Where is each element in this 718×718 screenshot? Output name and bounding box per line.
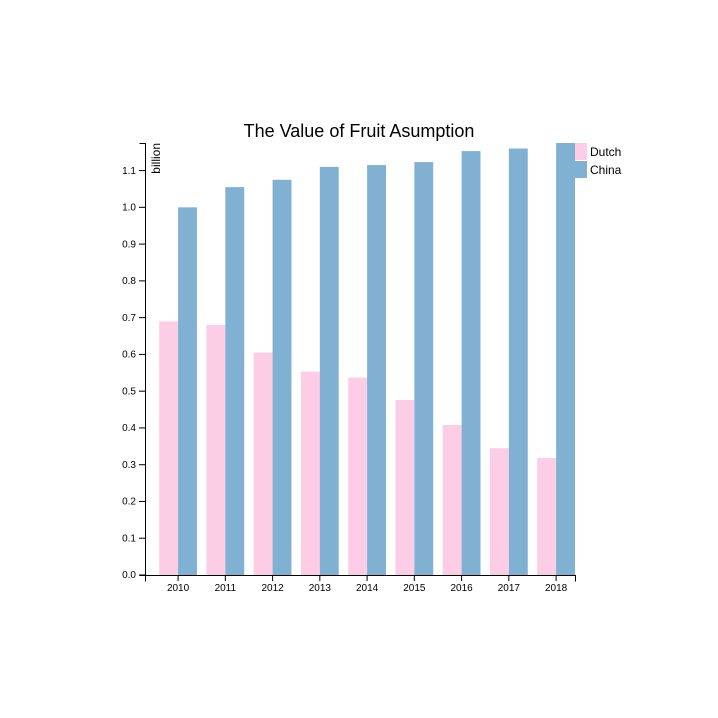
bar-dutch-2015 [395,399,415,575]
x-tick-label: 2017 [498,583,521,594]
y-axis-label: billion [149,143,163,174]
bar-china-2014 [367,165,386,575]
x-tick-label: 2016 [450,583,473,594]
y-tick-label: 0.9 [122,239,136,250]
chart-title: The Value of Fruit Asumption [244,121,475,141]
bar-china-2015 [414,162,434,575]
y-tick-label: 0.5 [122,386,136,397]
bar-dutch-2018 [537,458,557,575]
x-tick-label: 2010 [167,583,190,594]
bar-dutch-2011 [206,324,226,575]
bar-dutch-2010 [159,321,179,575]
bar-dutch-2014 [348,377,368,575]
y-tick-label: 0.2 [122,497,136,508]
y-tick-label: 0.8 [122,276,136,287]
y-axis-ticks: 0.0 0.1 0.2 0.3 0.4 0.5 0.6 0.7 0.8 0.9 1.0 1.1 [122,166,145,581]
bar-dutch-2017 [489,448,509,575]
bar-dutch-2016 [442,424,462,575]
x-tick-label: 2018 [545,583,568,594]
x-tick-label: 2014 [356,583,379,594]
legend-label-dutch: Dutch [590,145,621,159]
y-tick-label: 0.4 [122,423,136,434]
y-axis-line [139,143,146,576]
bar-china-2016 [461,151,481,575]
y-tick-label: 0.3 [122,460,136,471]
y-tick-label: 0.0 [122,570,136,581]
x-axis-ticks: 2010 2011 2012 2013 2014 2015 2016 2017 2018 [167,575,568,594]
legend-label-china: China [590,163,622,177]
x-tick-label: 2015 [403,583,426,594]
bar-china-2017 [508,148,528,575]
y-tick-label: 1.1 [122,166,136,177]
x-axis-line [145,575,576,582]
y-tick-label: 1.0 [122,203,136,214]
bar-dutch-2012 [253,352,273,575]
bars-group [159,143,575,575]
bar-dutch-2013 [300,371,320,575]
legend-swatch-dutch [575,143,587,160]
y-tick-label: 0.1 [122,533,136,544]
bar-china-2010 [178,207,197,575]
bar-china-2018 [556,143,575,575]
bar-china-2013 [319,166,339,575]
x-tick-label: 2013 [309,583,332,594]
legend: Dutch China [575,143,622,178]
x-tick-label: 2012 [261,583,284,594]
bar-china-2011 [225,187,245,575]
x-tick-label: 2011 [215,583,237,594]
y-tick-label: 0.6 [122,350,136,361]
bar-china-2012 [272,179,292,575]
legend-swatch-china [575,161,587,178]
y-tick-label: 0.7 [122,313,136,324]
